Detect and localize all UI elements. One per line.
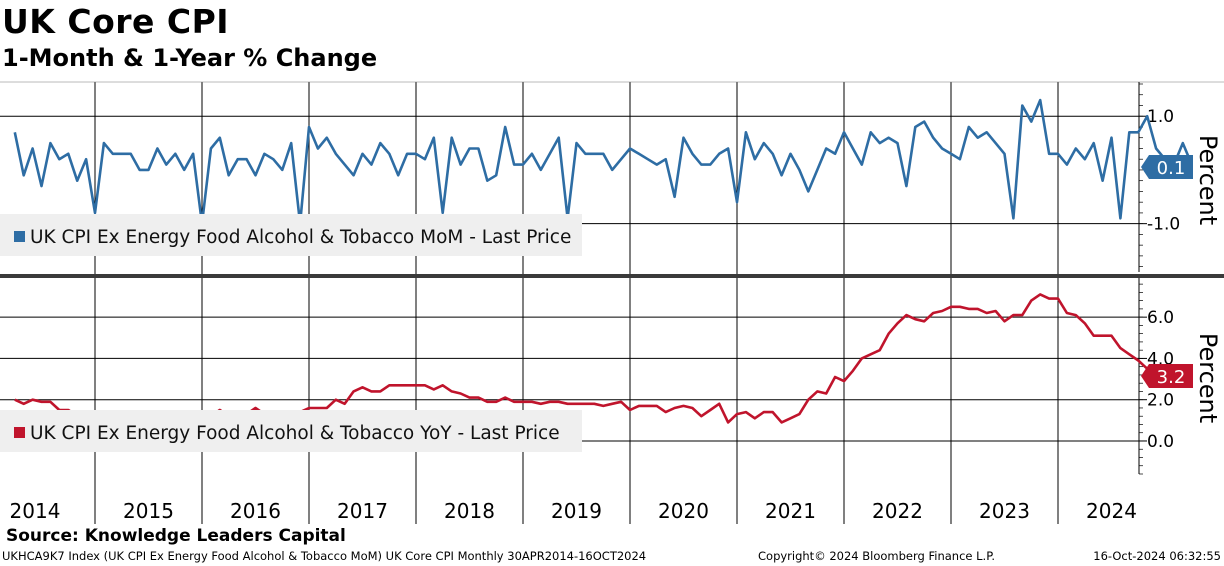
yoy-series-line — [14, 293, 1184, 426]
timestamp: 16-Oct-2024 06:32:55 — [1093, 549, 1221, 563]
mom-legend-swatch — [14, 231, 25, 242]
mom-tick-label: -1.0 — [1147, 215, 1180, 235]
yoy-last-value-tag: 3.2 — [1141, 364, 1193, 388]
year-label: 2017 — [337, 499, 388, 523]
copyright-notice: Copyright© 2024 Bloomberg Finance L.P. — [758, 549, 995, 563]
chart-area: -1.0 1.0 0.1 Percent UK CPI Ex Energy Food A… — [0, 81, 1224, 524]
yoy-tick-label: 0.0 — [1147, 432, 1174, 452]
year-label: 2014 — [10, 499, 61, 523]
gridlines — [0, 81, 1224, 524]
yoy-legend-swatch — [14, 427, 25, 438]
mom-legend: UK CPI Ex Energy Food Alcohol & Tobacco … — [0, 214, 582, 256]
mom-legend-text: UK CPI Ex Energy Food Alcohol & Tobacco … — [30, 227, 571, 248]
mom-tick-label: 1.0 — [1147, 107, 1174, 127]
year-label: 2016 — [230, 499, 281, 523]
mom-series-line — [13, 98, 1193, 225]
mom-axis-title: Percent — [1194, 135, 1222, 225]
yoy-legend: UK CPI Ex Energy Food Alcohol & Tobacco … — [0, 410, 582, 452]
year-label: 2021 — [765, 499, 816, 523]
yoy-tick-label: 2.0 — [1147, 391, 1174, 411]
chart-title: UK Core CPI — [2, 2, 230, 41]
yoy-tag-text: 3.2 — [1157, 367, 1186, 388]
source-label: Source: Knowledge Leaders Capital — [6, 526, 346, 546]
yoy-legend-text: UK CPI Ex Energy Food Alcohol & Tobacco … — [30, 423, 560, 444]
year-label: 2018 — [444, 499, 495, 523]
yoy-legend-bg — [0, 410, 582, 452]
ticker-info: UKHCA9K7 Index (UK CPI Ex Energy Food Al… — [2, 549, 647, 563]
yoy-tag-shape — [1141, 364, 1193, 388]
year-label: 2019 — [551, 499, 602, 523]
yoy-axis-title: Percent — [1194, 333, 1222, 423]
chart-panels: -1.0 1.0 0.1 Percent UK CPI Ex Energy Food A… — [0, 82, 1222, 475]
year-label: 2015 — [123, 499, 174, 523]
year-label: 2024 — [1086, 499, 1137, 523]
mom-last-value-tag: 0.1 — [1141, 155, 1193, 179]
x-axis-years: 2014 2015 2016 2017 2018 2019 2020 2021 2022 2023… — [10, 499, 1137, 523]
year-label: 2023 — [979, 499, 1030, 523]
panel-separator — [0, 274, 1224, 278]
year-label: 2020 — [658, 499, 709, 523]
mom-tag-text: 0.1 — [1157, 158, 1186, 179]
chart-subtitle: 1-Month & 1-Year % Change — [2, 44, 378, 72]
mom-panel: -1.0 1.0 0.1 Percent UK CPI Ex Energy Food A… — [0, 82, 1222, 272]
mom-tag-shape — [1141, 155, 1193, 179]
year-label: 2022 — [872, 499, 923, 523]
mom-legend-bg — [0, 214, 582, 256]
yoy-tick-label: 6.0 — [1147, 308, 1174, 328]
